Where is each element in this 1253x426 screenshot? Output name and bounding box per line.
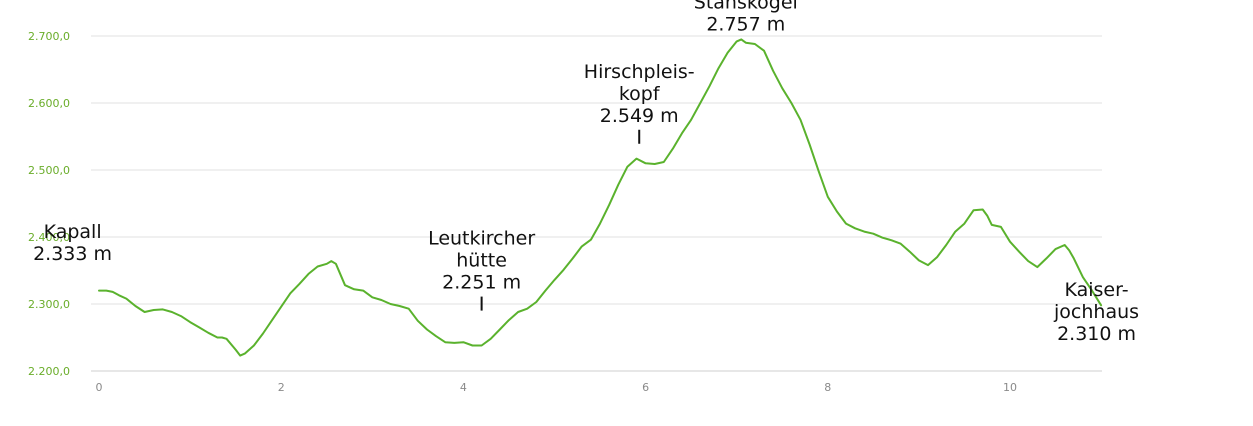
annotation-label: jochhaus — [1053, 301, 1139, 323]
x-tick-label: 8 — [824, 381, 831, 394]
annotation-label: Kaiser- — [1064, 279, 1128, 301]
annotation-label: Stanskogel — [694, 0, 798, 14]
annotation-label: Leutkircher — [428, 228, 535, 250]
y-axis-tick-labels: 2.200,0 2.300,0 2.400,0 2.500,0 2.600,0 2.700… — [28, 30, 70, 378]
annotation-label: 2.251 m — [442, 272, 521, 294]
elevation-line — [98, 38, 1103, 357]
annotation-label: 2.310 m — [1057, 323, 1136, 345]
y-tick-label: 2.200,0 — [28, 365, 70, 378]
x-axis-tick-labels: 0 2 4 6 8 10 — [96, 381, 1018, 394]
x-tick-label: 10 — [1003, 381, 1017, 394]
x-tick-label: 4 — [460, 381, 467, 394]
y-tick-label: 2.700,0 — [28, 30, 70, 43]
annotation-label: Hirschpleis- — [584, 61, 695, 83]
x-tick-label: 6 — [642, 381, 649, 394]
x-tick-label: 2 — [278, 381, 285, 394]
y-tick-label: 2.400,0 — [28, 231, 70, 244]
annotation-label: 2.757 m — [706, 14, 785, 36]
y-tick-label: 2.600,0 — [28, 97, 70, 110]
grid-lines — [91, 35, 1102, 372]
annotation-label: kopf — [619, 83, 661, 105]
x-tick-label: 0 — [96, 381, 103, 394]
y-tick-label: 2.300,0 — [28, 298, 70, 311]
annotation-label: 2.333 m — [33, 243, 112, 265]
annotation-label: 2.549 m — [600, 105, 679, 127]
elevation-series — [98, 38, 1103, 357]
annotation-label: Kapall — [44, 221, 102, 243]
y-tick-label: 2.500,0 — [28, 164, 70, 177]
annotation-label: hütte — [456, 250, 507, 272]
